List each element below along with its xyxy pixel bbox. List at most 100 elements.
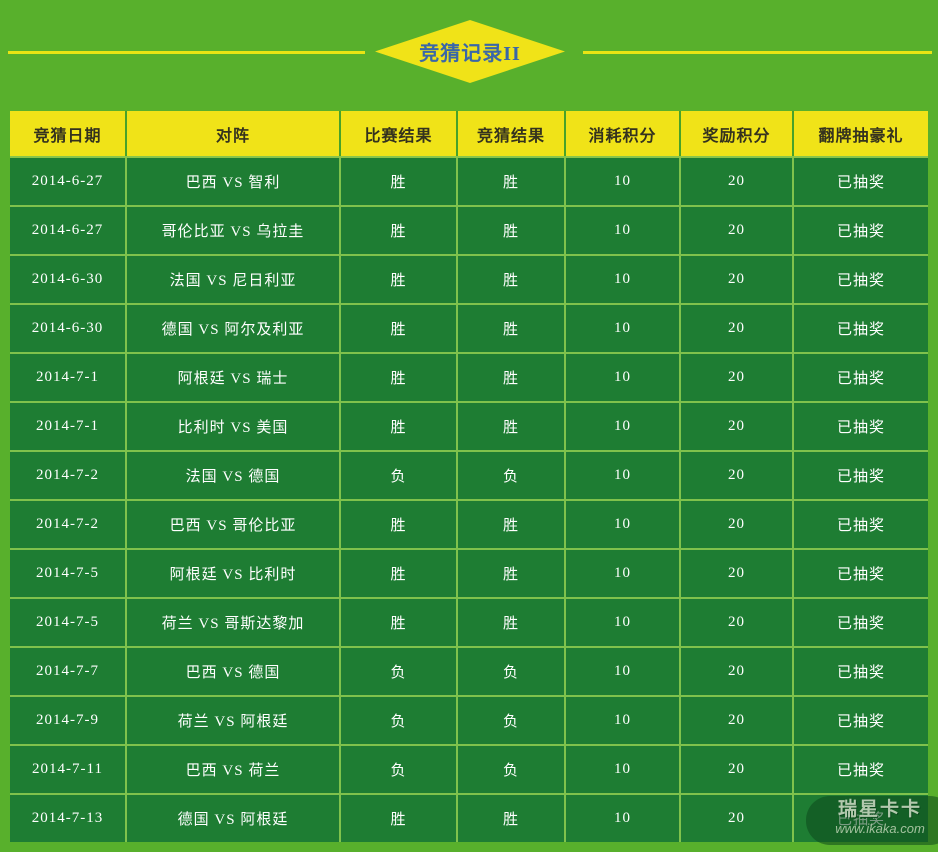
cell-match-result: 胜 [339,352,458,403]
watermark-brand: 瑞星卡卡 [837,799,922,820]
cell-points-spent: 10 [564,597,681,648]
cell-guess-result: 胜 [456,548,566,599]
watermark: 瑞星卡卡 www.ikaka.com [806,796,938,845]
header-cell-prize-draw: 翻牌抽豪礼 [792,111,929,158]
cell-date: 2014-7-11 [9,744,127,795]
cell-match: 德国 VS 阿尔及利亚 [125,303,341,354]
cell-prize-draw: 已抽奖 [792,401,929,452]
cell-points-spent: 10 [564,793,681,843]
cell-match: 巴西 VS 智利 [125,156,341,207]
watermark-url: www.ikaka.com [835,821,925,836]
betting-record-table: 竞猜日期 对阵 比赛结果 竞猜结果 消耗积分 奖励积分 翻牌抽豪礼 2014-6-27 巴西 … [9,111,929,843]
table-row: 2014-6-30 德国 VS 阿尔及利亚胜胜 10 20 已抽奖 [9,303,929,354]
cell-match-result: 胜 [339,254,458,305]
cell-guess-result: 胜 [456,793,566,843]
cell-points-spent: 10 [564,205,681,256]
table-row: 2014-7-2 巴西 VS 哥伦比亚胜胜 10 20 已抽奖 [9,499,929,550]
cell-prize-draw: 已抽奖 [792,156,929,207]
cell-guess-result: 胜 [456,499,566,550]
cell-prize-draw: 已抽奖 [792,499,929,550]
cell-prize-draw: 已抽奖 [792,548,929,599]
cell-date: 2014-7-2 [9,450,127,501]
table-row: 2014-7-5 阿根廷 VS 比利时胜胜 10 20 已抽奖 [9,548,929,599]
cell-points-spent: 10 [564,499,681,550]
page-title: 竞猜记录II [419,43,521,65]
cell-points-reward: 20 [679,303,794,354]
table-row: 2014-6-30 法国 VS 尼日利亚胜胜 10 20 已抽奖 [9,254,929,305]
cell-points-reward: 20 [679,695,794,746]
cell-guess-result: 负 [456,646,566,697]
cell-points-reward: 20 [679,254,794,305]
table-row: 2014-7-7 巴西 VS 德国负负 10 20 已抽奖 [9,646,929,697]
cell-points-spent: 10 [564,646,681,697]
cell-points-spent: 10 [564,303,681,354]
table-header: 竞猜日期 对阵 比赛结果 竞猜结果 消耗积分 奖励积分 翻牌抽豪礼 [9,111,929,158]
cell-match-result: 胜 [339,303,458,354]
cell-points-reward: 20 [679,548,794,599]
cell-date: 2014-6-30 [9,303,127,354]
cell-date: 2014-7-1 [9,352,127,403]
cell-points-spent: 10 [564,450,681,501]
cell-guess-result: 胜 [456,401,566,452]
table-row: 2014-6-27 哥伦比亚 VS 乌拉圭胜胜 10 20 已抽奖 [9,205,929,256]
cell-points-reward: 20 [679,156,794,207]
cell-prize-draw: 已抽奖 [792,744,929,795]
divider-line-right [583,51,932,54]
header-row: 竞猜日期 对阵 比赛结果 竞猜结果 消耗积分 奖励积分 翻牌抽豪礼 [9,111,929,158]
cell-guess-result: 胜 [456,352,566,403]
cell-guess-result: 胜 [456,597,566,648]
cell-match-result: 负 [339,744,458,795]
cell-points-reward: 20 [679,793,794,843]
cell-prize-draw: 已抽奖 [792,303,929,354]
cell-points-spent: 10 [564,352,681,403]
cell-match: 荷兰 VS 哥斯达黎加 [125,597,341,648]
table-row: 2014-6-27 巴西 VS 智利胜胜 10 20 已抽奖 [9,156,929,207]
table-row: 2014-7-11 巴西 VS 荷兰负负 10 20 已抽奖 [9,744,929,795]
header-cell-date: 竞猜日期 [9,111,127,158]
header-cell-points-spent: 消耗积分 [564,111,681,158]
cell-match-result: 负 [339,646,458,697]
cell-guess-result: 胜 [456,254,566,305]
cell-match-result: 负 [339,450,458,501]
header-cell-match-result: 比赛结果 [339,111,458,158]
cell-points-spent: 10 [564,744,681,795]
cell-date: 2014-6-27 [9,205,127,256]
cell-prize-draw: 已抽奖 [792,450,929,501]
cell-match-result: 胜 [339,401,458,452]
title-band: 竞猜记录II [0,0,938,111]
cell-match: 比利时 VS 美国 [125,401,341,452]
cell-match: 阿根廷 VS 比利时 [125,548,341,599]
cell-match: 阿根廷 VS 瑞士 [125,352,341,403]
cell-match-result: 胜 [339,597,458,648]
table-row: 2014-7-9 荷兰 VS 阿根廷负负 10 20 已抽奖 [9,695,929,746]
cell-match: 哥伦比亚 VS 乌拉圭 [125,205,341,256]
header-cell-points-reward: 奖励积分 [679,111,794,158]
title-diamond: 竞猜记录II [375,20,565,83]
cell-date: 2014-7-9 [9,695,127,746]
cell-prize-draw: 已抽奖 [792,254,929,305]
cell-points-spent: 10 [564,254,681,305]
cell-match: 巴西 VS 德国 [125,646,341,697]
cell-points-reward: 20 [679,450,794,501]
cell-guess-result: 负 [456,450,566,501]
cell-points-spent: 10 [564,695,681,746]
cell-points-reward: 20 [679,744,794,795]
cell-prize-draw: 已抽奖 [792,597,929,648]
table-row: 2014-7-2 法国 VS 德国负负 10 20 已抽奖 [9,450,929,501]
cell-prize-draw: 已抽奖 [792,695,929,746]
cell-date: 2014-7-13 [9,793,127,843]
cell-prize-draw: 已抽奖 [792,352,929,403]
cell-points-reward: 20 [679,352,794,403]
cell-match-result: 胜 [339,205,458,256]
header-cell-match: 对阵 [125,111,341,158]
table-row: 2014-7-1 阿根廷 VS 瑞士胜胜 10 20 已抽奖 [9,352,929,403]
cell-date: 2014-7-5 [9,548,127,599]
cell-match: 法国 VS 尼日利亚 [125,254,341,305]
table-body: 2014-6-27 巴西 VS 智利胜胜 10 20 已抽奖 2014-6-27 哥伦比亚 … [9,156,929,843]
table-row: 2014-7-1 比利时 VS 美国胜胜 10 20 已抽奖 [9,401,929,452]
cell-prize-draw: 已抽奖 [792,205,929,256]
header-cell-guess-result: 竞猜结果 [456,111,566,158]
cell-date: 2014-7-7 [9,646,127,697]
cell-date: 2014-6-27 [9,156,127,207]
